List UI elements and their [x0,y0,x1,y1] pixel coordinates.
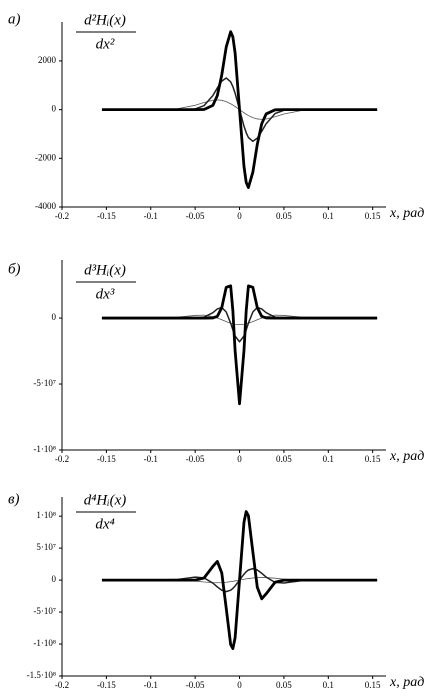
y-tick-label: -2000 [35,152,56,162]
y-tick-label: 5·10⁷ [36,542,56,552]
y-label-bottom: dx⁴ [95,516,114,532]
x-tick-label: 0.05 [276,680,292,690]
curve [101,510,378,651]
x-tick-label: 0.15 [365,454,381,464]
y-label-bottom: dx² [96,36,115,52]
x-tick-label: -0.1 [144,680,158,690]
y-tick-label: 0 [52,312,57,322]
y-label-bottom: dx³ [96,286,115,302]
panel-label: а) [8,11,21,27]
curve [101,284,378,406]
x-tick-label: -0.15 [97,680,116,690]
x-tick-label: 0.15 [365,211,381,221]
x-tick-label: -0.2 [55,211,69,221]
x-tick-label: 0.05 [276,211,292,221]
x-tick-label: -0.1 [144,211,158,221]
x-tick-label: -0.15 [97,211,116,221]
y-tick-label: -5·10⁷ [33,606,56,616]
x-tick-label: 0 [237,211,242,221]
y-tick-label: -4000 [35,201,56,211]
x-tick-label: 0 [237,680,242,690]
curve [101,30,378,189]
x-tick-label: -0.1 [144,454,158,464]
y-label-top: d⁴Hᵢ(x) [84,492,127,508]
x-tick-label: 0.1 [323,211,334,221]
x-tick-label: 0 [237,454,242,464]
x-tick-label: -0.05 [186,211,205,221]
x-tick-label: -0.2 [55,454,69,464]
x-tick-label: 0.05 [276,454,292,464]
x-label: x, рад [389,449,424,464]
panel-label: б) [8,261,21,277]
x-tick-label: -0.05 [186,454,205,464]
x-label: x, рад [389,206,424,221]
x-tick-label: -0.2 [55,680,69,690]
x-tick-label: 0.15 [365,680,381,690]
x-label: x, рад [389,675,424,690]
x-tick-label: 0.1 [323,680,334,690]
y-tick-label: -1·10⁸ [33,444,56,454]
y-label-top: d³Hᵢ(x) [84,262,126,278]
x-tick-label: 0.1 [323,454,334,464]
y-tick-label: -1.5·10⁸ [27,670,56,680]
y-tick-label: 1·10⁸ [36,510,56,520]
y-tick-label: -1·10⁸ [33,638,56,648]
y-tick-label: 0 [52,104,57,114]
x-tick-label: -0.15 [97,454,116,464]
y-tick-label: -5·10⁷ [33,378,56,388]
y-label-top: d²Hᵢ(x) [84,12,126,28]
panel-label: в) [8,491,20,507]
y-tick-label: 2000 [38,55,57,65]
x-tick-label: -0.05 [186,680,205,690]
y-tick-label: 0 [52,574,57,584]
curve [101,314,378,326]
